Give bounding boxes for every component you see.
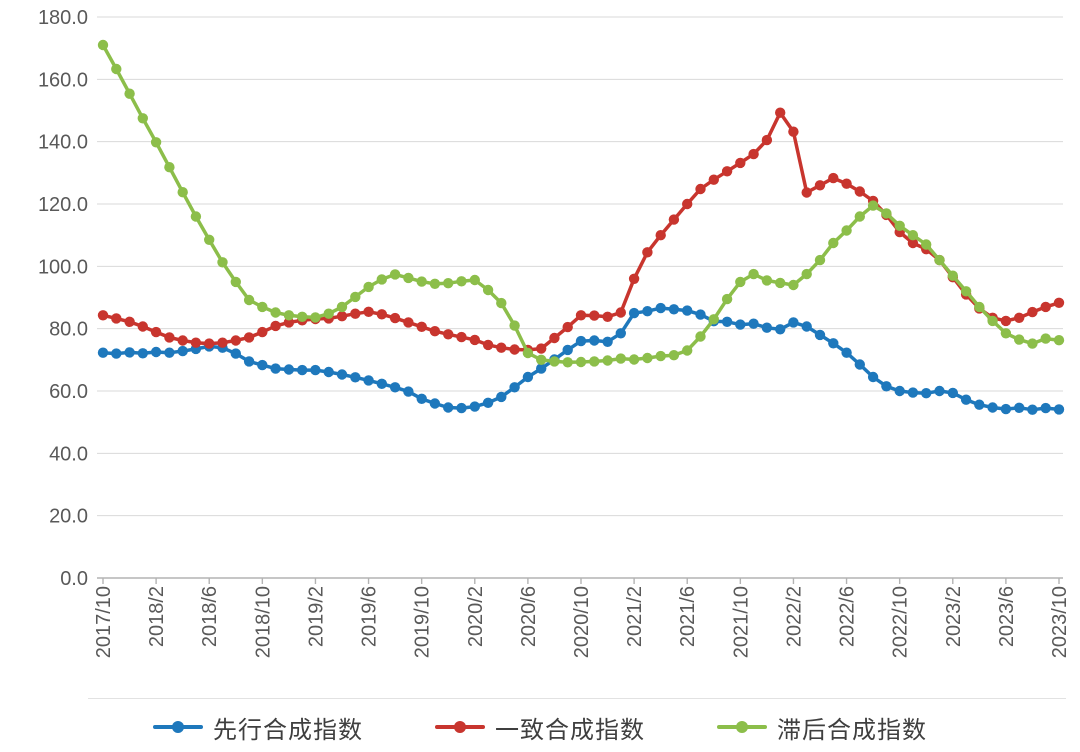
svg-text:2022/10: 2022/10 — [890, 586, 912, 658]
svg-text:60.0: 60.0 — [49, 381, 88, 403]
svg-text:160.0: 160.0 — [38, 69, 88, 91]
svg-text:2023/10: 2023/10 — [1049, 586, 1071, 658]
legend-label: 滞后合成指数 — [777, 716, 927, 744]
legend-item-coincident-index: 一致合成指数 — [435, 710, 645, 745]
legend-item-leading-index: 先行合成指数 — [153, 710, 363, 745]
svg-text:20.0: 20.0 — [49, 506, 88, 528]
svg-text:0.0: 0.0 — [60, 568, 88, 590]
svg-text:2019/10: 2019/10 — [412, 586, 434, 658]
chart-legend: 先行合成指数 一致合成指数 滞后合成指数 — [0, 704, 1080, 750]
legend-dot — [736, 721, 748, 733]
svg-text:40.0: 40.0 — [49, 443, 88, 465]
svg-text:2017/10: 2017/10 — [93, 586, 115, 658]
legend-marker-line-dot — [435, 721, 485, 733]
svg-text:80.0: 80.0 — [49, 319, 88, 341]
legend-marker-line-dot — [717, 721, 767, 733]
svg-text:2020/6: 2020/6 — [518, 586, 540, 647]
svg-text:2018/10: 2018/10 — [252, 586, 274, 658]
svg-text:2023/2: 2023/2 — [943, 586, 965, 647]
svg-text:100.0: 100.0 — [38, 256, 88, 278]
svg-text:120.0: 120.0 — [38, 194, 88, 216]
svg-text:2018/2: 2018/2 — [146, 586, 168, 647]
svg-text:2020/10: 2020/10 — [571, 586, 593, 658]
legend-label: 先行合成指数 — [213, 716, 363, 744]
svg-text:2018/6: 2018/6 — [199, 586, 221, 647]
svg-text:2021/6: 2021/6 — [677, 586, 699, 647]
svg-text:2022/6: 2022/6 — [837, 586, 859, 647]
legend-dot — [454, 721, 466, 733]
svg-text:2020/2: 2020/2 — [465, 586, 487, 647]
svg-text:140.0: 140.0 — [38, 132, 88, 154]
svg-text:2023/6: 2023/6 — [996, 586, 1018, 647]
svg-text:2019/2: 2019/2 — [305, 586, 327, 647]
legend-label: 一致合成指数 — [495, 716, 645, 744]
svg-text:2019/6: 2019/6 — [359, 586, 381, 647]
svg-text:2021/10: 2021/10 — [730, 586, 752, 658]
svg-text:2021/2: 2021/2 — [624, 586, 646, 647]
svg-text:2022/2: 2022/2 — [783, 586, 805, 647]
legend-marker-line-dot — [153, 721, 203, 733]
legend-dot — [172, 721, 184, 733]
axis-separator-line — [88, 698, 1066, 699]
svg-text:180.0: 180.0 — [38, 7, 88, 29]
legend-item-lagging-index: 滞后合成指数 — [717, 710, 927, 745]
